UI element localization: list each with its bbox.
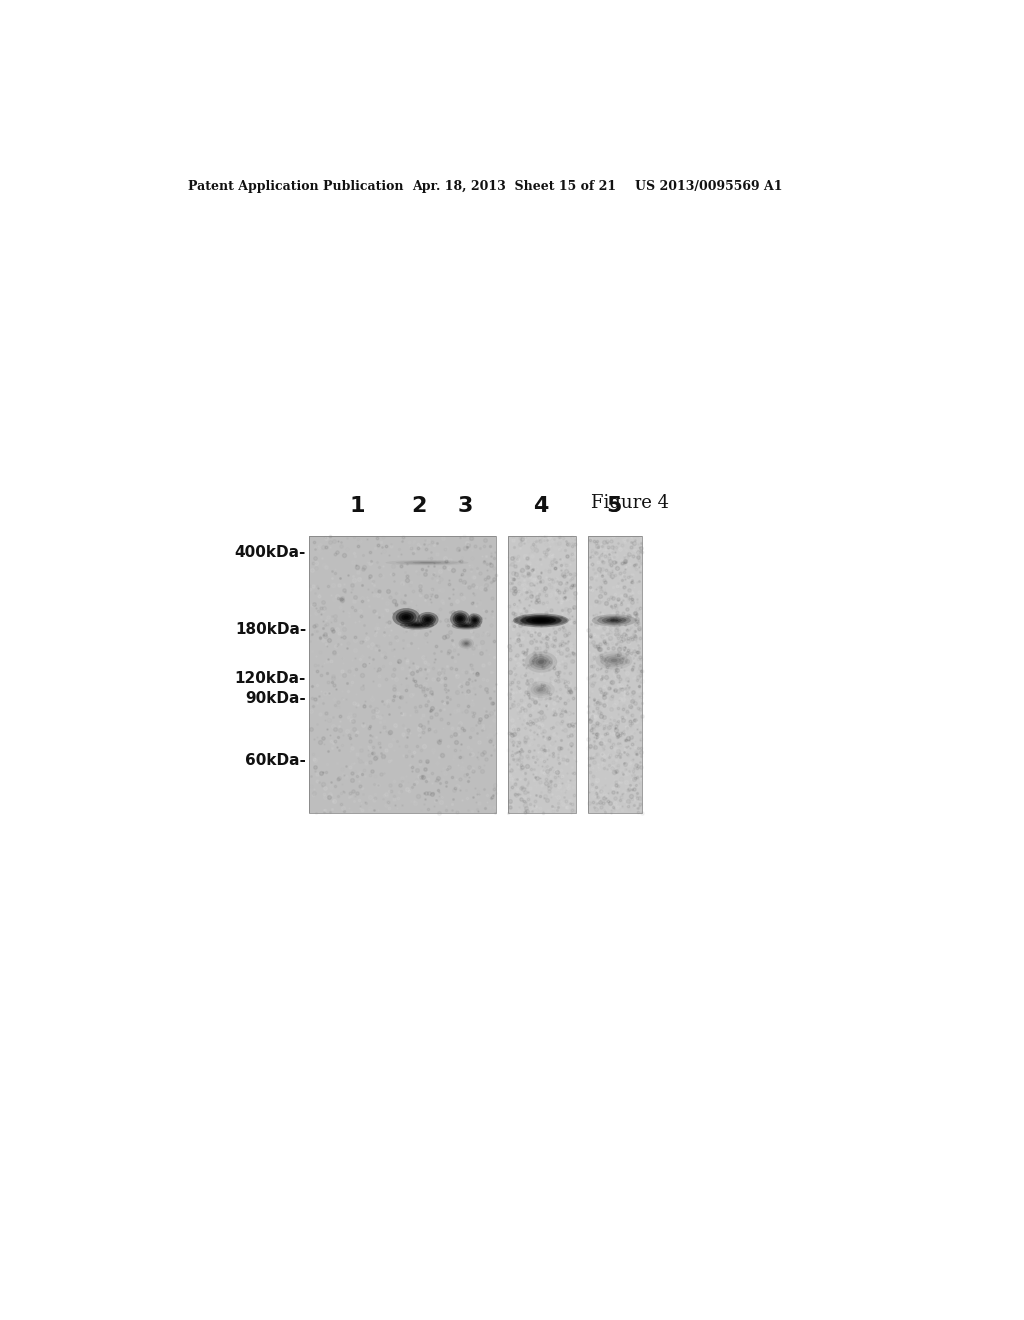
- Bar: [508, 536, 575, 813]
- Ellipse shape: [596, 651, 633, 669]
- Ellipse shape: [534, 685, 549, 694]
- Ellipse shape: [525, 616, 556, 624]
- Ellipse shape: [461, 639, 472, 648]
- Ellipse shape: [610, 619, 618, 622]
- Ellipse shape: [536, 619, 546, 622]
- Ellipse shape: [401, 614, 411, 620]
- Text: 4: 4: [534, 496, 549, 516]
- Text: US 2013/0095569 A1: US 2013/0095569 A1: [635, 181, 782, 194]
- Ellipse shape: [473, 619, 476, 622]
- Ellipse shape: [456, 623, 477, 628]
- Ellipse shape: [515, 615, 567, 626]
- Ellipse shape: [459, 638, 474, 649]
- Ellipse shape: [459, 618, 462, 620]
- Ellipse shape: [600, 653, 628, 668]
- Ellipse shape: [414, 624, 420, 626]
- Ellipse shape: [610, 659, 617, 663]
- Ellipse shape: [513, 614, 568, 627]
- Ellipse shape: [531, 619, 550, 622]
- Ellipse shape: [606, 618, 622, 623]
- Ellipse shape: [465, 643, 468, 644]
- Ellipse shape: [404, 561, 450, 564]
- Text: Patent Application Publication: Patent Application Publication: [188, 181, 403, 194]
- Ellipse shape: [403, 615, 409, 619]
- Ellipse shape: [392, 609, 420, 627]
- Ellipse shape: [464, 626, 469, 627]
- Ellipse shape: [592, 614, 637, 627]
- Ellipse shape: [398, 612, 414, 623]
- Ellipse shape: [537, 686, 546, 693]
- Ellipse shape: [411, 623, 423, 627]
- Ellipse shape: [467, 614, 482, 627]
- Ellipse shape: [462, 640, 470, 647]
- Ellipse shape: [539, 688, 544, 692]
- Text: 400kDa-: 400kDa-: [234, 545, 306, 560]
- Text: 60kDa-: 60kDa-: [245, 752, 306, 768]
- Ellipse shape: [464, 642, 469, 645]
- Ellipse shape: [396, 561, 458, 565]
- Ellipse shape: [469, 615, 480, 626]
- Ellipse shape: [426, 618, 430, 620]
- Text: 120kDa-: 120kDa-: [234, 671, 306, 685]
- Ellipse shape: [472, 618, 477, 623]
- Ellipse shape: [520, 615, 562, 626]
- Ellipse shape: [451, 610, 470, 627]
- Ellipse shape: [461, 624, 471, 627]
- Ellipse shape: [537, 619, 546, 622]
- Ellipse shape: [400, 620, 434, 630]
- Ellipse shape: [530, 684, 551, 696]
- Ellipse shape: [602, 616, 627, 624]
- Ellipse shape: [408, 623, 426, 627]
- Ellipse shape: [424, 616, 431, 622]
- Ellipse shape: [604, 655, 625, 665]
- Text: 3: 3: [458, 496, 473, 516]
- Text: 180kDa-: 180kDa-: [234, 622, 306, 638]
- Bar: [309, 536, 497, 813]
- Text: 2: 2: [412, 496, 427, 516]
- Ellipse shape: [396, 610, 417, 624]
- Ellipse shape: [526, 618, 555, 623]
- Ellipse shape: [536, 659, 547, 665]
- Ellipse shape: [417, 612, 438, 627]
- Text: Apr. 18, 2013  Sheet 15 of 21: Apr. 18, 2013 Sheet 15 of 21: [412, 181, 615, 194]
- Ellipse shape: [458, 623, 474, 628]
- Ellipse shape: [452, 622, 481, 630]
- Ellipse shape: [607, 657, 621, 664]
- Ellipse shape: [404, 622, 430, 628]
- Ellipse shape: [525, 651, 557, 673]
- Ellipse shape: [521, 616, 560, 624]
- Ellipse shape: [457, 616, 464, 622]
- Bar: [588, 536, 642, 813]
- Ellipse shape: [422, 615, 434, 624]
- Text: Figure 4: Figure 4: [591, 495, 669, 512]
- Ellipse shape: [420, 614, 436, 626]
- Text: 1: 1: [350, 496, 366, 516]
- Ellipse shape: [538, 660, 544, 664]
- Ellipse shape: [413, 562, 441, 564]
- Ellipse shape: [455, 614, 466, 623]
- Ellipse shape: [532, 656, 550, 668]
- Ellipse shape: [470, 616, 479, 624]
- Ellipse shape: [453, 612, 468, 626]
- Text: 5: 5: [606, 496, 622, 516]
- Bar: [508, 536, 575, 813]
- Ellipse shape: [597, 615, 631, 626]
- Ellipse shape: [531, 618, 551, 623]
- Bar: [309, 536, 497, 813]
- Text: 90kDa-: 90kDa-: [246, 692, 306, 706]
- Bar: [588, 536, 642, 813]
- Ellipse shape: [528, 653, 553, 671]
